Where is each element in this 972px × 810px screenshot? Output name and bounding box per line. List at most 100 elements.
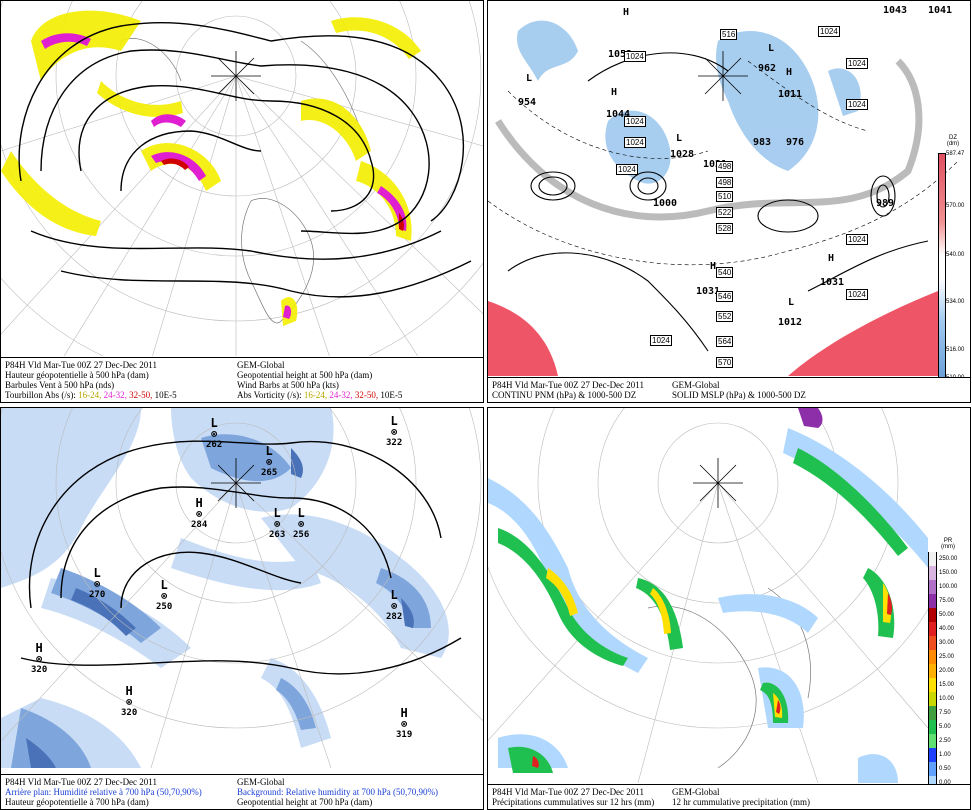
legend-tick: 10.00 xyxy=(939,696,955,702)
caption-fr-height: Hauteur géopotentielle à 700 hPa (dam) xyxy=(5,797,149,807)
caption-fr-mslp: CONTINU PNM (hPa) & 1000-500 DZ xyxy=(492,390,637,400)
pressure-value: 1011 xyxy=(778,89,803,100)
legend-tick: 5.00 xyxy=(939,724,951,730)
thickness-label: 522 xyxy=(716,207,734,218)
vorticity-red xyxy=(161,158,404,231)
legend-tick: 75.00 xyxy=(939,598,955,604)
center-symbol: L xyxy=(160,578,168,592)
center-marker-icon: ⊗ xyxy=(298,519,305,530)
pressure-value: 1031 xyxy=(696,286,721,297)
caption-model: GEM-Global xyxy=(237,360,285,370)
center-value: 320 xyxy=(121,708,138,718)
center-symbol: H xyxy=(35,641,43,655)
legend-tick: 0.50 xyxy=(939,766,951,772)
center-value: 322 xyxy=(386,438,403,448)
caption-en-vort: Abs Vorticity (/s): xyxy=(237,390,302,400)
legend-row: 250.00 xyxy=(928,552,968,566)
precip-legend: PR (mm) 250.00 150.00 100.00 75.00 50.00 40.0… xyxy=(928,538,968,790)
vorticity-map xyxy=(1,1,483,356)
vort-range-red-en: 32-50, xyxy=(354,390,379,400)
center-value: 319 xyxy=(396,730,413,740)
low-center: L ⊗ 282 xyxy=(386,588,402,623)
center-value: 262 xyxy=(206,440,223,450)
caption-fr-vort: Tourbillon Abs (/s): xyxy=(5,390,76,400)
thickness-label: 552 xyxy=(716,311,734,322)
legend-tick: 25.00 xyxy=(939,654,955,660)
high-center: H xyxy=(623,7,630,18)
legend-swatch xyxy=(928,748,937,762)
pressure-value: 1000 xyxy=(653,198,678,209)
pressure-value: 1021 xyxy=(703,159,727,170)
vort-unit-en: 10E-5 xyxy=(380,390,403,400)
vort-range-yellow-en: 16-24, xyxy=(303,390,328,400)
isobar-label: 1024 xyxy=(846,234,868,245)
legend-tick: 570.00 xyxy=(946,203,965,209)
legend-row: 150.00 xyxy=(928,566,968,580)
coastlines xyxy=(647,587,811,769)
thickness-label: 546 xyxy=(716,291,734,302)
low-center: L xyxy=(526,73,533,84)
legend-title: DZ xyxy=(949,135,957,141)
legend-swatch xyxy=(928,734,937,748)
isobar-label: 1024 xyxy=(624,116,646,127)
legend-row: 30.00 xyxy=(928,636,968,650)
legend-swatch xyxy=(928,650,937,664)
pressure-value: 954 xyxy=(518,97,537,108)
vort-range-magenta: 24-32, xyxy=(103,390,127,400)
center-marker-icon: ⊗ xyxy=(266,457,273,468)
center-marker-icon: ⊗ xyxy=(401,719,408,730)
pressure-value: 976 xyxy=(786,137,805,148)
panel-500hpa-vorticity: P84H Vld Mar-Tue 00Z 27 Dec-Dec 2011 GEM-… xyxy=(0,0,484,403)
legend-swatch xyxy=(928,678,937,692)
thickness-label: 570 xyxy=(716,357,734,368)
precip-light xyxy=(488,428,928,783)
graticule xyxy=(1,1,483,356)
vort-range-red: 32-50, xyxy=(129,390,153,400)
legend-row: 15.00 xyxy=(928,678,968,692)
caption-fr-rh: Arrière plan: Humidité relative à 700 hP… xyxy=(5,787,202,797)
legend-row: 40.00 xyxy=(928,622,968,636)
caption-model: GEM-Global xyxy=(672,380,720,390)
legend-swatch xyxy=(928,636,937,650)
legend-swatch xyxy=(928,608,937,622)
legend-tick: 534.00 xyxy=(946,299,965,305)
caption-model: GEM-Global xyxy=(672,787,720,797)
legend-colorbar xyxy=(938,153,946,380)
caption-en-wind: Wind Barbs at 500 hPa (kts) xyxy=(237,380,339,390)
high-center: H xyxy=(828,253,835,264)
low-center: L ⊗ 256 xyxy=(293,507,309,541)
center-symbol: L xyxy=(390,588,398,602)
center-value: 270 xyxy=(89,590,106,600)
center-symbol: L xyxy=(210,416,218,430)
center-marker-icon: ⊗ xyxy=(274,519,281,530)
high-center: H ⊗ 284 xyxy=(191,497,207,531)
caption-valid-time: P84H Vld Mar-Tue 00Z 27 Dec-Dec 2011 xyxy=(492,787,644,797)
pressure-value: 1044 xyxy=(606,109,631,120)
thickness-label: 498 xyxy=(716,177,734,188)
legend-swatch xyxy=(928,552,937,566)
center-symbol: H xyxy=(125,684,133,698)
caption-en-precip: 12 hr cummulative precipitation (mm) xyxy=(672,797,810,807)
center-symbol: L xyxy=(390,414,398,428)
thickness-warm-shade-west xyxy=(488,301,558,376)
center-value: 320 xyxy=(31,665,48,675)
isobar-label: 1024 xyxy=(616,164,638,175)
legend-swatch xyxy=(928,664,937,678)
vort-unit: 10E-5 xyxy=(154,390,177,400)
center-value: 263 xyxy=(269,530,286,540)
legend-row: 100.00 xyxy=(928,580,968,594)
caption-en-height: Geopotential height at 500 hPa (dam) xyxy=(237,370,373,380)
high-center: H ⊗ 320 xyxy=(31,641,48,676)
legend-tick: 15.00 xyxy=(939,682,955,688)
legend-tick: 516.00 xyxy=(946,347,965,353)
legend-swatch xyxy=(928,762,937,776)
low-center: L xyxy=(788,297,795,308)
center-value: 265 xyxy=(261,468,278,478)
legend-swatch xyxy=(928,720,937,734)
thickness-label: 510 xyxy=(716,191,734,202)
thickness-warm-shade-east xyxy=(788,291,938,376)
pressure-value: 962 xyxy=(758,63,777,74)
pressure-value: 1043 xyxy=(883,5,908,16)
caption-en-rh: Background: Relative humidity at 700 hPa… xyxy=(237,787,438,797)
isobar-label: 1024 xyxy=(846,99,868,110)
